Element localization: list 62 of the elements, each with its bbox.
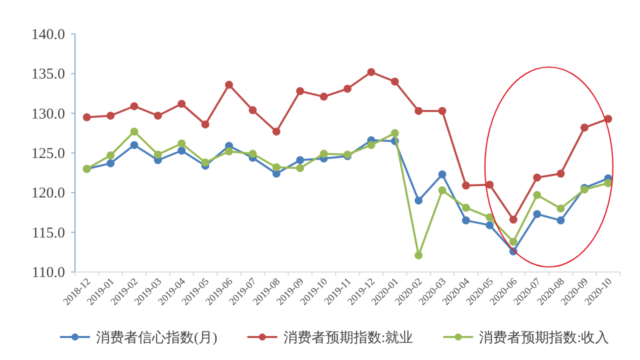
point	[272, 163, 280, 172]
legend-label: 消费者预期指数:就业	[283, 330, 414, 346]
point	[390, 78, 399, 86]
point	[130, 141, 138, 150]
point	[82, 113, 91, 122]
y-tick-label: 115.0	[32, 225, 65, 242]
point	[225, 80, 234, 89]
point	[533, 191, 542, 200]
point	[296, 156, 304, 164]
point	[130, 128, 138, 136]
point	[178, 100, 186, 108]
point	[154, 112, 162, 120]
point	[178, 146, 186, 155]
point	[225, 147, 234, 156]
point	[344, 84, 352, 93]
y-tick-label: 125.0	[31, 146, 65, 162]
point	[580, 124, 588, 132]
point	[556, 204, 565, 213]
point	[106, 151, 115, 160]
point	[604, 179, 612, 188]
point	[509, 216, 518, 224]
point	[367, 68, 376, 76]
y-tick-label: 120.0	[31, 186, 65, 202]
legend-label: 消费者信心指数(月)	[96, 330, 218, 346]
point	[533, 174, 542, 182]
point	[486, 213, 494, 222]
point	[438, 170, 446, 178]
point	[414, 251, 423, 260]
legend-label: 消费者预期指数:收入	[479, 330, 610, 346]
point	[367, 141, 376, 150]
point	[556, 216, 565, 224]
y-tick-label: 130.0	[31, 106, 65, 122]
point	[248, 150, 257, 158]
point	[154, 150, 162, 159]
point	[462, 216, 470, 224]
point	[320, 92, 328, 101]
point	[438, 186, 446, 194]
point	[390, 129, 399, 138]
point	[106, 159, 115, 168]
point	[438, 106, 446, 115]
point	[533, 210, 542, 218]
point	[106, 112, 115, 120]
point	[486, 221, 494, 230]
point	[462, 182, 470, 190]
y-tick-label: 110.0	[32, 265, 65, 281]
point	[201, 158, 210, 167]
y-tick-label: 140.0	[31, 27, 65, 43]
point	[556, 170, 565, 178]
point	[296, 164, 304, 172]
y-tick-label: 135.0	[31, 66, 65, 83]
point	[486, 180, 494, 189]
point	[201, 120, 210, 128]
point	[296, 87, 304, 96]
point	[248, 106, 257, 114]
point	[509, 238, 518, 246]
point	[462, 204, 470, 212]
point	[320, 150, 328, 158]
point	[130, 102, 138, 110]
point	[414, 196, 423, 205]
point	[178, 139, 186, 148]
point	[272, 128, 280, 136]
point	[414, 106, 423, 115]
